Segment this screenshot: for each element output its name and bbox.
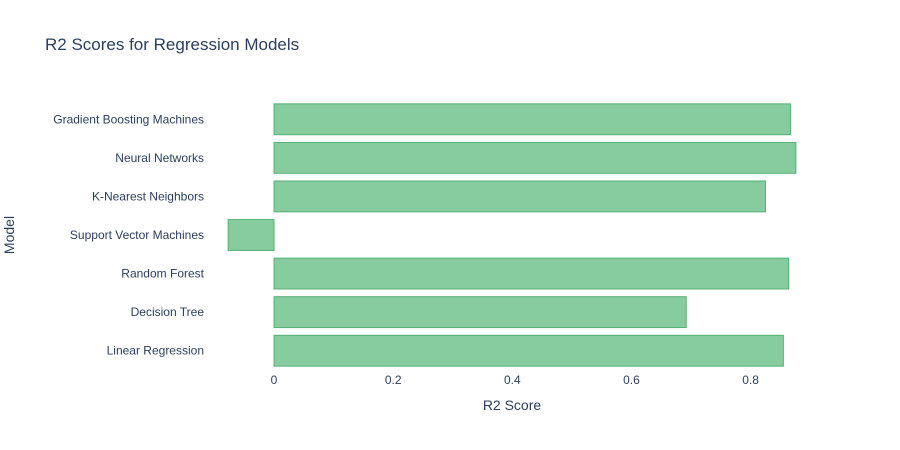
y-tick-label: Random Forest — [121, 267, 204, 281]
x-tick-label: 0.8 — [742, 373, 759, 387]
x-tick-label: 0 — [271, 373, 278, 387]
chart-title: R2 Scores for Regression Models — [45, 35, 299, 54]
y-tick-label: Gradient Boosting Machines — [53, 112, 204, 126]
y-tick-label: Neural Networks — [115, 151, 204, 165]
bars-group — [227, 103, 797, 367]
bar-k-nearest-neighbors[interactable] — [273, 180, 766, 213]
x-tick-label: 0.6 — [623, 373, 640, 387]
x-axis-title: R2 Score — [483, 397, 542, 413]
y-tick-label: Decision Tree — [131, 305, 205, 319]
bar-gradient-boosting-machines[interactable] — [273, 103, 791, 136]
y-axis-title: Model — [1, 216, 17, 254]
bar-random-forest[interactable] — [273, 257, 790, 290]
y-tick-label: Linear Regression — [107, 344, 204, 358]
x-tick-label: 0.2 — [385, 373, 402, 387]
bar-support-vector-machines[interactable] — [227, 219, 275, 251]
x-tick-label: 0.4 — [504, 373, 521, 387]
y-tick-label: K-Nearest Neighbors — [92, 189, 204, 203]
y-tick-labels: Linear Regression Decision Tree Random For… — [53, 112, 204, 357]
bar-decision-tree[interactable] — [273, 296, 687, 329]
y-tick-label: Support Vector Machines — [70, 228, 204, 242]
x-tick-labels: 0 0.2 0.4 0.6 0.8 — [271, 373, 760, 387]
bar-neural-networks[interactable] — [273, 141, 797, 174]
bar-linear-regression[interactable] — [273, 334, 784, 367]
